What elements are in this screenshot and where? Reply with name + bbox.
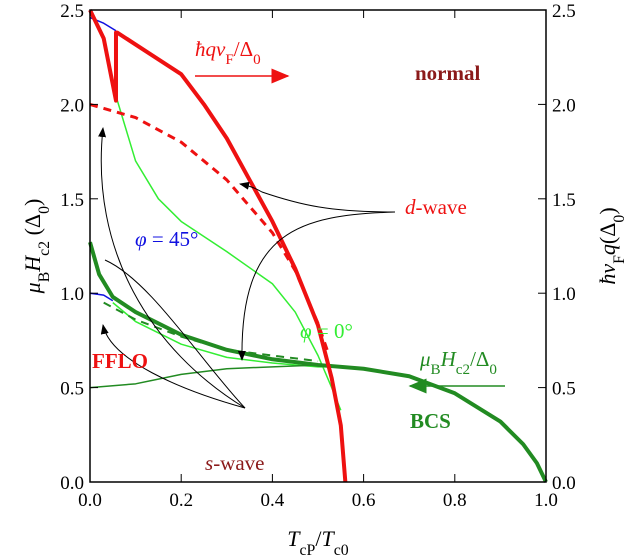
text-part: FFLO [92, 349, 148, 373]
text-part: c2 [36, 241, 53, 256]
text-part: q [595, 244, 620, 255]
text-part: (Δ [595, 223, 620, 244]
callout-arrow [239, 181, 396, 213]
text-part: = 0° [312, 319, 353, 343]
text-part: H [20, 255, 45, 273]
text-part: -wave [416, 195, 467, 219]
series-line [88, 9, 348, 483]
annotation: FFLO [92, 349, 148, 373]
text-part: F [611, 255, 628, 264]
text-part: ) [595, 207, 620, 214]
text-part: cP [300, 542, 316, 558]
text-part: 0 [36, 206, 53, 214]
annotation: d-wave [405, 195, 467, 219]
text-part: / [315, 526, 322, 551]
plot-frame [89, 9, 547, 483]
text-part: 0 [489, 362, 497, 378]
y2-tick-label: 1.5 [552, 190, 576, 211]
annotation: s-wave [205, 451, 265, 475]
callout-line [104, 259, 246, 409]
text-part: ħv [595, 264, 620, 285]
annotation: ħqvF/Δ0 [195, 37, 261, 68]
text-part: B [36, 272, 53, 283]
text-part: 0 [611, 215, 628, 223]
annotation: BCS [410, 409, 451, 433]
y-axis-label: μBHc2 (Δ0) [20, 199, 53, 295]
y-tick-label: 1.0 [60, 284, 84, 305]
text-part: /Δ [234, 37, 253, 61]
y2-tick-label: 0.5 [552, 379, 576, 400]
callout-arrow [237, 211, 396, 361]
text-part: s [205, 451, 213, 475]
annotation: φ = 45° [135, 227, 198, 251]
y-tick-label: 1.5 [60, 190, 84, 211]
text-part: B [431, 362, 441, 378]
y-tick-label: 2.5 [60, 1, 84, 22]
callout-arrow [98, 127, 246, 409]
series-line [89, 292, 114, 302]
y-tick-label: 0.0 [60, 473, 84, 494]
text-part: -wave [213, 451, 264, 475]
text-part: φ [300, 319, 312, 343]
y2-tick-label: 2.5 [552, 1, 576, 22]
series-line [103, 301, 319, 363]
x-tick-label: 0.4 [261, 490, 285, 511]
y2-axis-label: ħvFq(Δ0) [595, 207, 628, 284]
text-part: T [287, 526, 301, 551]
x-tick-label: 0.6 [352, 490, 376, 511]
text-part: (Δ [20, 214, 45, 241]
annotation: μBHc2/Δ0 [419, 347, 497, 378]
x-tick-label: 1.0 [534, 490, 558, 511]
text-part: μ [20, 282, 45, 294]
text-part: d [405, 195, 416, 219]
text-part: normal [415, 61, 480, 85]
text-part: F [225, 52, 233, 68]
text-part: T [322, 526, 336, 551]
labels: 0.0 0.2 0.4 0.6 0.8 1.00.00.51.01.52.02.50.00… [20, 1, 628, 558]
x-tick-label: 0.2 [169, 490, 193, 511]
series-line [89, 102, 329, 351]
text-part: /Δ [470, 347, 489, 371]
curves [88, 9, 548, 483]
x-tick-label: 0.8 [443, 490, 467, 511]
text-part: 0 [253, 52, 261, 68]
callout-arrow [100, 324, 246, 409]
y-tick-label: 2.0 [60, 95, 84, 116]
annotation: φ = 0° [300, 319, 353, 343]
y2-tick-label: 1.0 [552, 284, 576, 305]
series-line [116, 100, 342, 411]
text-part: μ [419, 347, 431, 371]
text-part: BCS [410, 409, 451, 433]
text-part: = 45° [147, 227, 199, 251]
text-part: φ [135, 227, 147, 251]
y2-tick-label: 2.0 [552, 95, 576, 116]
text-part: ) [20, 199, 45, 206]
y-tick-label: 0.5 [60, 379, 84, 400]
text-part: c0 [334, 542, 349, 558]
callouts [98, 68, 505, 409]
text-part: H [440, 347, 458, 371]
series-line [88, 241, 548, 483]
text-part: ħqv [195, 37, 226, 61]
text-part: c2 [456, 362, 470, 378]
x-axis-label: TcP/Tc0 [287, 526, 348, 558]
y2-tick-label: 0.0 [552, 473, 576, 494]
annotation: normal [415, 61, 480, 85]
x-tick-label: 0.0 [78, 490, 102, 511]
